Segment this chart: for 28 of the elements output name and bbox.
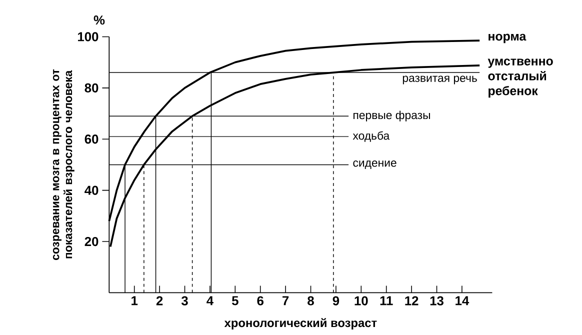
y-tick-label: 80 — [84, 83, 98, 92]
x-tick-label: 11 — [380, 296, 393, 305]
x-tick-label: 12 — [405, 296, 418, 306]
x-tick-label: 7 — [282, 296, 289, 305]
x-tick-label: 10 — [354, 296, 368, 306]
x-axis-title: хронологический возраст — [224, 318, 377, 330]
series-label: развитая речь — [402, 76, 477, 84]
x-tick-label: 8 — [308, 296, 314, 306]
y-tick-label: 100 — [78, 32, 98, 42]
x-tick-label: 2 — [156, 296, 163, 306]
series-label: ходьба — [352, 131, 390, 142]
x-tick-label: 14 — [456, 296, 470, 305]
x-tick-label: 4 — [206, 296, 214, 305]
series-label: умственно отсталый ребенок — [488, 58, 553, 98]
x-tick-label: 1 — [132, 296, 138, 305]
x-tick-label: 5 — [232, 296, 238, 306]
series-label: норма — [488, 34, 526, 43]
y-tick-label: 60 — [84, 134, 98, 144]
y-axis-title: созревание мозга в процентах от показателей взрослого человека — [52, 69, 74, 260]
x-tick-label: 6 — [257, 296, 264, 306]
text: % — [94, 15, 105, 24]
series-label: первые фразы — [354, 110, 430, 122]
x-tick-label: 13 — [430, 296, 444, 306]
y-tick-label: 40 — [84, 186, 98, 195]
x-tick-label: 9 — [332, 296, 340, 306]
x-tick-label: 3 — [181, 296, 188, 306]
series-label: сидение — [353, 160, 396, 169]
y-tick-label: 20 — [84, 236, 98, 246]
